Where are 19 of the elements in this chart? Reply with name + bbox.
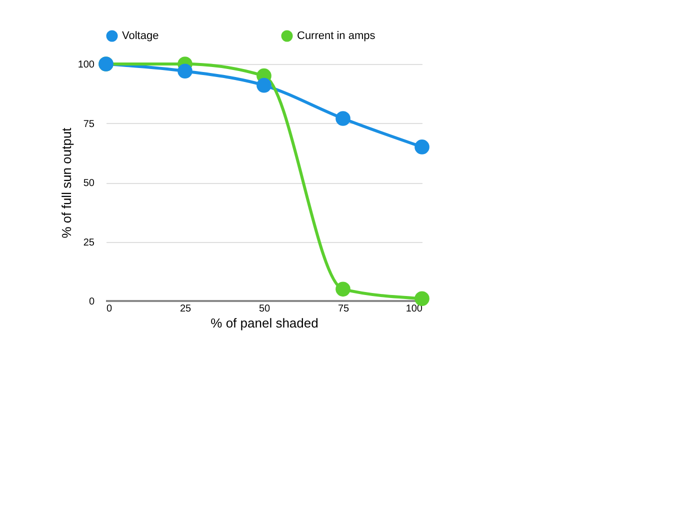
y-axis-title: % of full sun output [58,127,74,238]
point [178,64,192,79]
point [336,111,350,126]
x-tick-label: 75 [338,304,350,314]
legend-label: Current in amps [297,30,376,42]
y-tick-label: 25 [83,237,95,248]
y-tick-label: 75 [83,118,95,130]
point [414,291,430,306]
y-tick-label: 100 [78,60,95,70]
x-axis-title: % of panel shaded [210,316,318,330]
x-tick-label: 25 [180,304,192,314]
y-tick-label: 50 [83,178,95,189]
point [256,78,272,93]
point [336,282,350,297]
legend-label: Voltage [122,30,159,42]
x-tick-label: 50 [258,304,270,314]
y-tick-label: 0 [88,296,95,308]
x-tick-label: 0 [106,304,112,314]
point [414,140,430,154]
